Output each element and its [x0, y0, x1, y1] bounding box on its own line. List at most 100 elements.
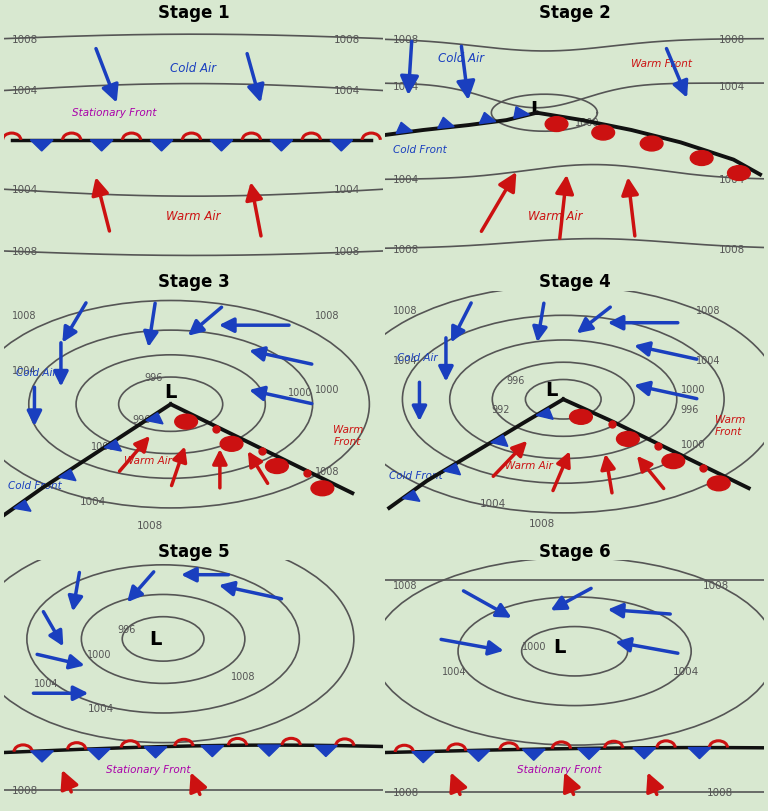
Text: Warm Air: Warm Air — [528, 209, 583, 222]
Polygon shape — [270, 140, 293, 152]
Text: 1000: 1000 — [314, 385, 339, 395]
Text: 1004: 1004 — [12, 185, 38, 195]
Circle shape — [592, 126, 614, 141]
Polygon shape — [688, 748, 711, 759]
Text: 1000: 1000 — [88, 649, 112, 659]
Text: Warm Front: Warm Front — [631, 58, 693, 69]
Circle shape — [311, 481, 334, 496]
Text: 1008: 1008 — [12, 247, 38, 256]
Polygon shape — [438, 118, 454, 129]
Text: 1008: 1008 — [314, 466, 339, 476]
Circle shape — [545, 118, 568, 132]
Polygon shape — [578, 749, 601, 759]
Text: 1008: 1008 — [314, 311, 339, 321]
Text: 1004: 1004 — [35, 679, 59, 689]
Circle shape — [220, 437, 243, 452]
Text: 1008: 1008 — [393, 787, 419, 797]
Polygon shape — [59, 470, 76, 481]
Circle shape — [690, 152, 713, 166]
Text: 1008: 1008 — [707, 787, 733, 797]
Text: Cold Air: Cold Air — [170, 62, 217, 75]
Title: Stage 3: Stage 3 — [157, 273, 230, 291]
Text: 1004: 1004 — [393, 81, 419, 92]
Circle shape — [570, 410, 592, 425]
Text: Warm
Front: Warm Front — [715, 414, 745, 436]
Text: 996: 996 — [144, 372, 163, 383]
Text: 1008: 1008 — [696, 306, 720, 316]
Text: 1008: 1008 — [231, 672, 256, 681]
Text: 1008: 1008 — [718, 244, 745, 254]
Title: Stage 5: Stage 5 — [157, 542, 229, 560]
Text: Warm Air: Warm Air — [166, 209, 220, 222]
Text: 1008: 1008 — [703, 580, 730, 590]
Text: 1004: 1004 — [88, 703, 114, 713]
Polygon shape — [479, 114, 495, 125]
Text: 1000: 1000 — [521, 642, 546, 651]
Text: 1000: 1000 — [574, 118, 599, 127]
Polygon shape — [444, 464, 461, 475]
Text: 1004: 1004 — [696, 355, 720, 365]
Text: L: L — [553, 637, 566, 656]
Text: L: L — [149, 629, 162, 649]
Title: Stage 4: Stage 4 — [538, 273, 611, 291]
Text: 1008: 1008 — [393, 35, 419, 45]
Polygon shape — [104, 440, 121, 452]
Text: 1004: 1004 — [718, 81, 745, 92]
Circle shape — [617, 432, 639, 447]
Text: 992: 992 — [492, 405, 510, 414]
Text: Stationary Front: Stationary Front — [72, 108, 157, 118]
Text: 1004: 1004 — [80, 496, 106, 506]
Text: L: L — [546, 380, 558, 399]
Text: 1008: 1008 — [137, 521, 163, 530]
Polygon shape — [633, 748, 656, 759]
Text: 1004: 1004 — [673, 666, 699, 676]
Text: 1004: 1004 — [718, 175, 745, 185]
Text: Cold Front: Cold Front — [393, 145, 447, 155]
Text: 1008: 1008 — [529, 518, 555, 528]
Text: 1008: 1008 — [333, 247, 359, 256]
Text: 1004: 1004 — [12, 365, 36, 375]
Polygon shape — [151, 140, 173, 152]
Text: Stationary Front: Stationary Front — [106, 764, 190, 775]
Text: 996: 996 — [506, 375, 525, 385]
Text: 996: 996 — [680, 405, 699, 414]
Text: 1008: 1008 — [718, 35, 745, 45]
Text: 1008: 1008 — [393, 580, 418, 590]
Text: 1008: 1008 — [393, 306, 418, 316]
Polygon shape — [146, 413, 163, 424]
Title: Stage 1: Stage 1 — [157, 4, 229, 22]
Circle shape — [727, 166, 750, 181]
Text: Cold Air: Cold Air — [15, 367, 56, 377]
Circle shape — [175, 414, 197, 430]
Text: Stationary Front: Stationary Front — [517, 764, 601, 775]
Polygon shape — [536, 409, 553, 420]
Polygon shape — [144, 747, 167, 758]
Polygon shape — [31, 140, 53, 152]
Title: Stage 2: Stage 2 — [538, 4, 611, 22]
Circle shape — [662, 454, 684, 469]
Polygon shape — [88, 749, 110, 760]
Text: L: L — [531, 101, 543, 119]
Text: 1000: 1000 — [680, 385, 705, 395]
Text: Warm Air: Warm Air — [505, 461, 553, 471]
Polygon shape — [402, 491, 420, 502]
Text: Warm
Front: Warm Front — [333, 425, 364, 446]
Polygon shape — [491, 436, 508, 447]
Text: 1004: 1004 — [333, 86, 359, 97]
Polygon shape — [314, 745, 337, 757]
Text: Cold Air: Cold Air — [439, 52, 485, 65]
Text: Cold Front: Cold Front — [8, 481, 61, 491]
Polygon shape — [412, 752, 435, 763]
Text: 996: 996 — [133, 414, 151, 424]
Text: 1004: 1004 — [480, 499, 506, 508]
Text: 1000: 1000 — [680, 440, 705, 449]
Polygon shape — [201, 745, 223, 757]
Text: 996: 996 — [118, 624, 136, 634]
Polygon shape — [258, 745, 280, 757]
Polygon shape — [514, 108, 529, 119]
Polygon shape — [396, 123, 412, 135]
Title: Stage 6: Stage 6 — [539, 542, 611, 560]
Text: 1000: 1000 — [288, 388, 313, 397]
Circle shape — [641, 137, 663, 152]
Text: Warm Air: Warm Air — [124, 456, 172, 466]
